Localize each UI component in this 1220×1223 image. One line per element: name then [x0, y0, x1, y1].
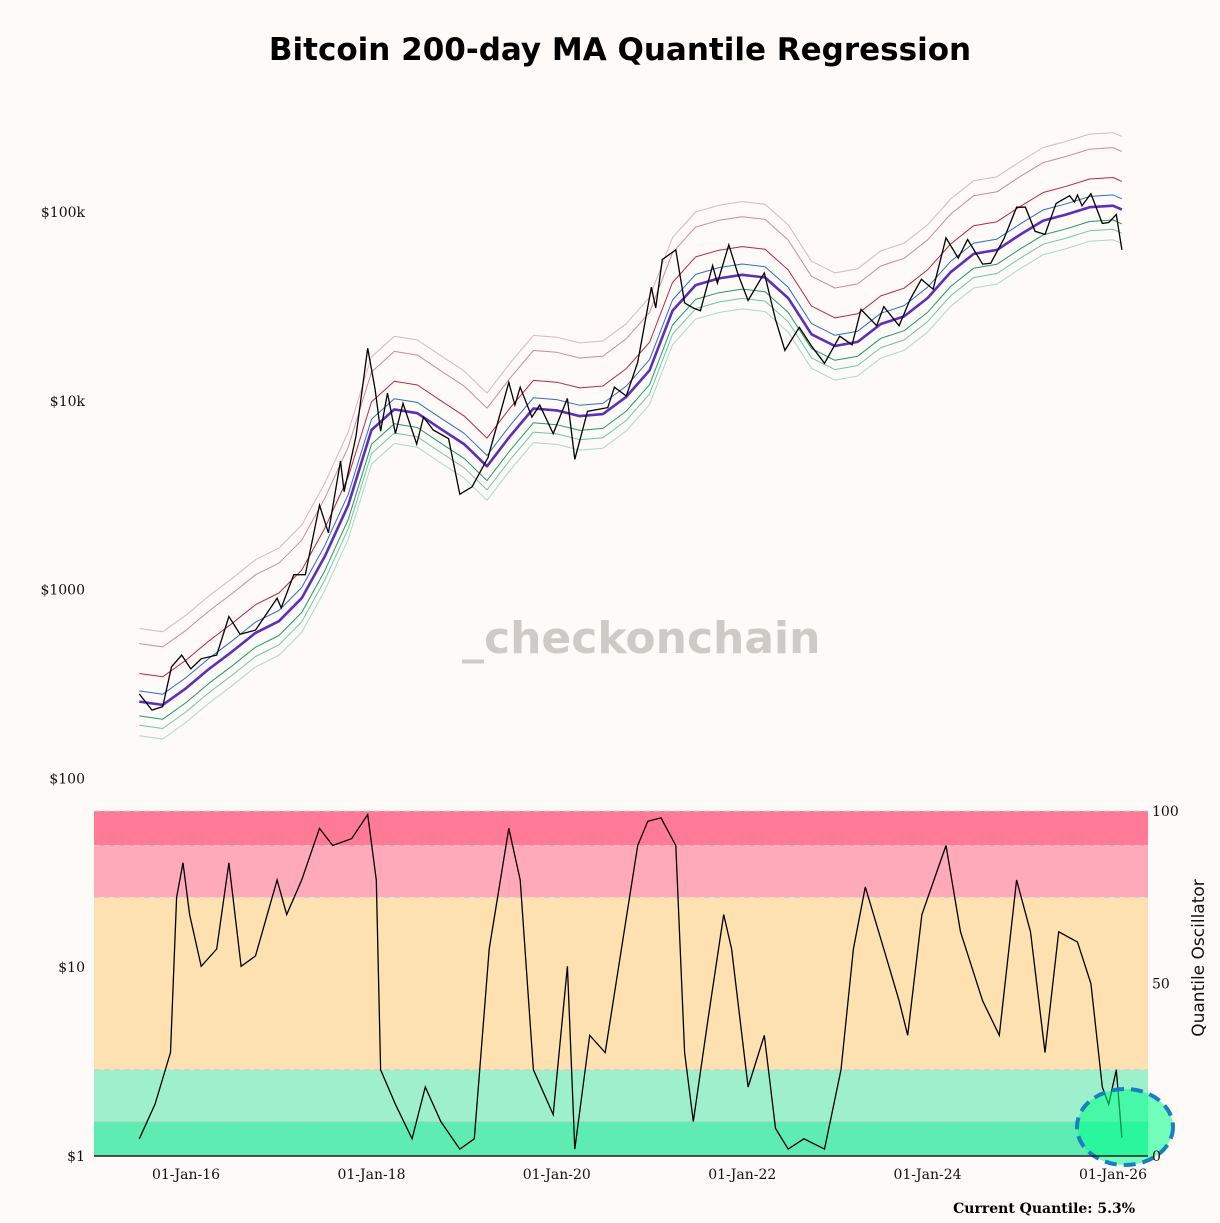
oscillator-tick-label: 0 — [1152, 1149, 1161, 1165]
quantile-band-line-0 — [139, 132, 1123, 633]
current-quantile-label: Current Quantile: 5.3% — [953, 1201, 1135, 1217]
y-tick-label: $100k — [41, 205, 86, 221]
axes: $100k $10k $1000 $100 $10 $1 01-Jan-16 01-Jan-1… — [40, 205, 1209, 1183]
x-tick-label: 01-Jan-18 — [337, 1167, 405, 1183]
y-tick-label: $10 — [58, 960, 85, 976]
price-line — [138, 192, 1123, 711]
quantile-band-line-6 — [139, 228, 1123, 729]
y-tick-label: $10k — [50, 394, 86, 410]
oscillator-tick-label: 50 — [1152, 977, 1170, 993]
quantile-bands — [139, 132, 1123, 740]
x-tick-label: 01-Jan-20 — [523, 1167, 591, 1183]
x-tick-label: 01-Jan-16 — [152, 1167, 220, 1183]
oscillator-zones — [94, 810, 1148, 1156]
chart-title: Bitcoin 200-day MA Quantile Regression — [269, 32, 971, 68]
x-tick-label: 01-Jan-24 — [893, 1167, 961, 1183]
y-tick-label: $1 — [67, 1149, 85, 1165]
y-tick-label: $100 — [49, 771, 85, 787]
oscillator-axis-title: Quantile Oscillator — [1189, 879, 1209, 1037]
zone-band-1 — [94, 845, 1148, 898]
watermark-logo: _checkonchain — [462, 613, 820, 664]
oscillator-series — [138, 812, 1175, 1167]
oscillator-tick-label: 100 — [1152, 804, 1179, 820]
x-tick-label: 01-Jan-26 — [1079, 1167, 1147, 1183]
zone-band-2 — [94, 897, 1148, 1070]
quantile-band-line-2 — [139, 177, 1123, 678]
quantile-band-line-3 — [139, 194, 1123, 695]
quantile-band-line-1 — [139, 147, 1123, 648]
zone-band-3 — [94, 1069, 1148, 1122]
quantile-band-line-5 — [139, 219, 1123, 720]
x-tick-label: 01-Jan-22 — [708, 1167, 776, 1183]
oscillator-line — [138, 812, 1123, 1151]
quantile-band-line-4 — [139, 204, 1123, 707]
zone-band-0 — [94, 811, 1148, 846]
price-series — [138, 192, 1123, 711]
quantile-band-line-7 — [139, 239, 1123, 740]
zone-band-4 — [94, 1121, 1148, 1156]
current-value-highlight — [1075, 1087, 1175, 1167]
y-tick-label: $1000 — [40, 583, 85, 599]
